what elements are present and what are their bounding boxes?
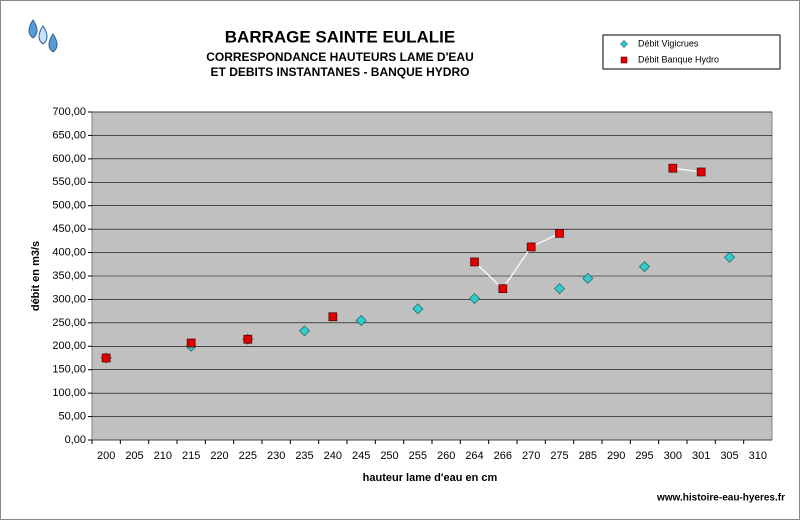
y-tick-label: 550,00 — [52, 176, 86, 188]
legend-marker — [620, 56, 628, 64]
y-tick-label: 650,00 — [52, 129, 86, 141]
x-tick-label: 245 — [352, 450, 370, 462]
point — [639, 261, 650, 273]
y-tick-label: 300,00 — [52, 293, 86, 305]
point — [328, 312, 338, 322]
y-tick-label: 400,00 — [52, 246, 86, 258]
legend-label: Débit Banque Hydro — [638, 54, 719, 64]
x-tick-label: 255 — [409, 450, 427, 462]
x-tick-label: 290 — [607, 450, 625, 462]
x-tick-label: 225 — [239, 450, 257, 462]
x-tick-label: 205 — [125, 450, 143, 462]
y-tick-label: 0,00 — [65, 434, 86, 446]
chart-subtitle: ET DEBITS INSTANTANES - BANQUE HYDRO — [211, 65, 470, 79]
logo — [28, 19, 58, 53]
y-tick-label: 450,00 — [52, 223, 86, 235]
x-tick-label: 295 — [635, 450, 653, 462]
x-tick-label: 210 — [154, 450, 172, 462]
chart-title: BARRAGE SAINTE EULALIE — [225, 27, 455, 46]
x-tick-label: 310 — [749, 450, 767, 462]
series-line — [474, 167, 702, 290]
point — [469, 292, 480, 304]
point — [101, 353, 111, 363]
x-tick-label: 235 — [295, 450, 313, 462]
point — [355, 315, 367, 327]
point — [243, 334, 253, 344]
y-tick-label: 250,00 — [52, 317, 86, 329]
x-tick-label: 305 — [720, 450, 738, 462]
y-tick-label: 100,00 — [52, 387, 86, 399]
x-tick-label: 250 — [380, 450, 398, 462]
point — [470, 257, 479, 267]
y-tick-label: 50,00 — [58, 410, 86, 422]
x-tick-label: 270 — [522, 450, 540, 462]
point — [498, 284, 508, 294]
y-tick-label: 350,00 — [52, 270, 86, 282]
legend-marker — [620, 40, 628, 48]
y-tick-label: 500,00 — [52, 200, 86, 212]
x-tick-label: 275 — [550, 450, 568, 462]
y-tick-label: 200,00 — [52, 340, 86, 352]
point — [582, 272, 594, 284]
y-tick-label: 150,00 — [52, 364, 86, 376]
chart-subtitle: CORRESPONDANCE HAUTEURS LAME D'EAU — [206, 50, 474, 64]
point — [299, 325, 310, 337]
point — [724, 251, 735, 263]
point — [555, 229, 564, 238]
y-tick-label: 700,00 — [52, 106, 86, 118]
y-tick-label: 600,00 — [52, 153, 86, 165]
x-tick-label: 200 — [97, 450, 115, 462]
x-tick-label: 220 — [210, 450, 228, 462]
x-tick-label: 260 — [437, 450, 455, 462]
point — [668, 163, 678, 173]
x-tick-label: 215 — [182, 450, 200, 462]
point — [696, 167, 706, 177]
x-tick-label: 301 — [692, 450, 710, 462]
point — [554, 283, 565, 295]
x-tick-label: 240 — [324, 450, 342, 462]
point — [412, 303, 424, 315]
x-tick-label: 266 — [494, 450, 512, 462]
x-tick-label: 230 — [267, 450, 285, 462]
legend-box — [602, 34, 781, 70]
y-axis-label: débit en m3/s — [30, 241, 42, 311]
footer: www.histoire-eau-hyeres.fr — [656, 493, 785, 504]
legend-label: Débit Vigicrues — [638, 38, 699, 48]
x-tick-label: 264 — [465, 450, 483, 462]
point — [186, 338, 196, 348]
x-axis-label: hauteur lame d'eau en cm — [363, 472, 498, 484]
x-tick-label: 300 — [664, 450, 682, 462]
x-tick-label: 285 — [579, 450, 597, 462]
point — [526, 242, 536, 252]
